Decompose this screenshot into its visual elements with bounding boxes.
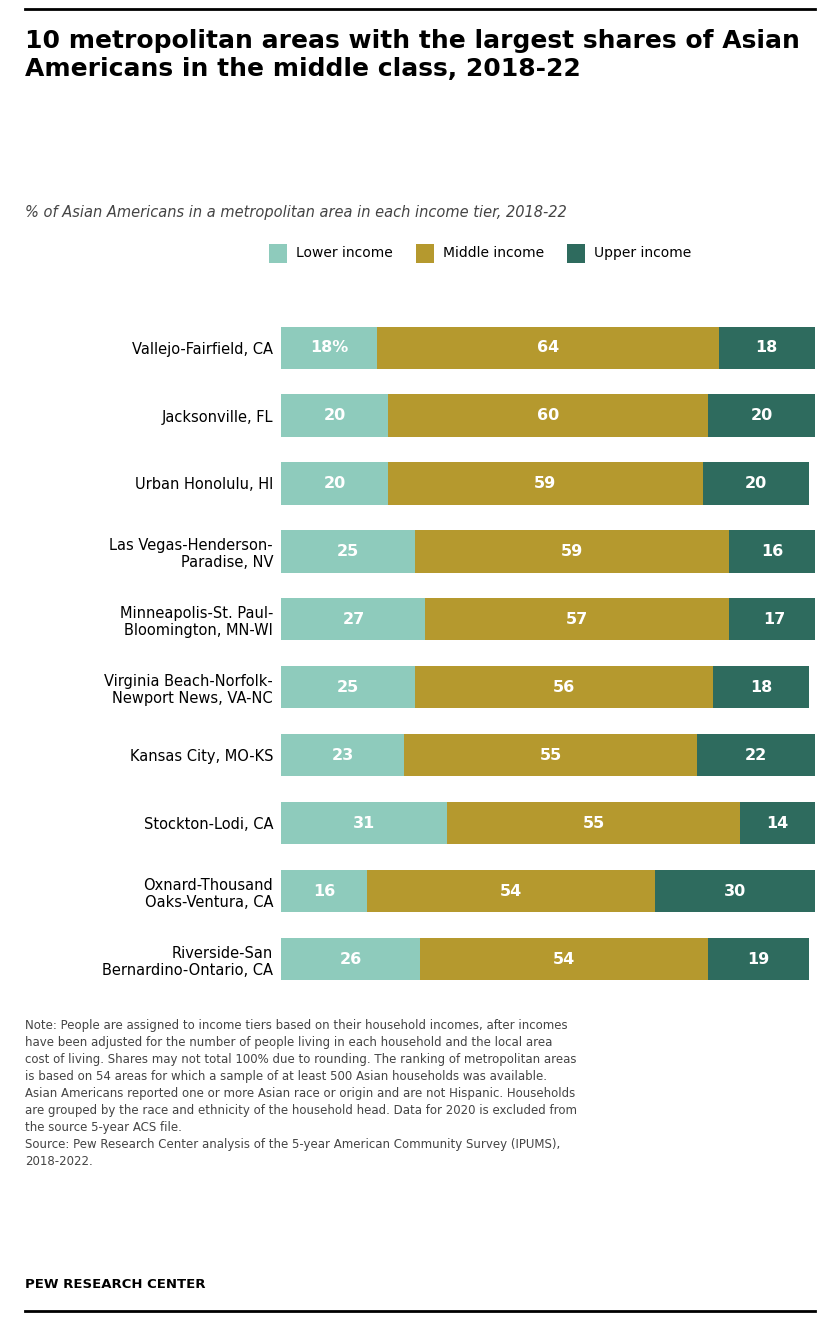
Text: 55: 55 (539, 748, 562, 763)
Bar (708, 395, 815, 437)
Bar (713, 667, 810, 709)
Text: 20: 20 (323, 477, 346, 491)
Bar (420, 939, 708, 981)
Text: 23: 23 (332, 748, 354, 763)
Bar (281, 598, 425, 640)
Text: 31: 31 (353, 816, 375, 830)
Text: 20: 20 (745, 477, 767, 491)
Bar (415, 667, 713, 709)
Bar (719, 326, 815, 368)
Bar (281, 870, 367, 912)
Text: 19: 19 (748, 952, 770, 966)
Bar (377, 326, 719, 368)
Text: PEW RESEARCH CENTER: PEW RESEARCH CENTER (25, 1278, 206, 1291)
Text: 18: 18 (750, 680, 773, 694)
Bar (655, 870, 815, 912)
Bar (729, 531, 815, 573)
Text: 20: 20 (750, 408, 773, 422)
Text: 25: 25 (337, 544, 360, 558)
Text: 20: 20 (323, 408, 346, 422)
Bar (708, 939, 810, 981)
Text: 16: 16 (761, 544, 783, 558)
Bar (447, 803, 740, 845)
Bar (281, 531, 415, 573)
Bar (415, 531, 729, 573)
Bar (281, 326, 377, 368)
Bar (281, 395, 388, 437)
Text: 59: 59 (561, 544, 583, 558)
Bar (697, 734, 815, 776)
Text: 57: 57 (566, 612, 589, 627)
Bar (367, 870, 655, 912)
Bar (425, 598, 729, 640)
Bar (388, 462, 703, 504)
Text: Lower income: Lower income (296, 247, 392, 260)
Bar (281, 667, 415, 709)
Text: 30: 30 (724, 884, 746, 899)
Bar (388, 395, 708, 437)
Text: % of Asian Americans in a metropolitan area in each income tier, 2018-22: % of Asian Americans in a metropolitan a… (25, 205, 567, 219)
Text: 56: 56 (553, 680, 575, 694)
Bar (281, 462, 388, 504)
Text: Middle income: Middle income (443, 247, 543, 260)
Text: 54: 54 (553, 952, 575, 966)
Text: Note: People are assigned to income tiers based on their household incomes, afte: Note: People are assigned to income tier… (25, 1019, 577, 1168)
Bar (740, 803, 815, 845)
Bar (729, 598, 820, 640)
Text: 18: 18 (756, 341, 778, 355)
Text: 26: 26 (339, 952, 362, 966)
Text: Upper income: Upper income (594, 247, 691, 260)
Text: 18%: 18% (310, 341, 349, 355)
Text: 10 metropolitan areas with the largest shares of Asian
Americans in the middle c: 10 metropolitan areas with the largest s… (25, 29, 800, 81)
Text: 27: 27 (342, 612, 365, 627)
Text: 16: 16 (313, 884, 335, 899)
Bar (404, 734, 697, 776)
Text: 59: 59 (534, 477, 557, 491)
Text: 55: 55 (582, 816, 605, 830)
Bar (281, 734, 404, 776)
Text: 60: 60 (537, 408, 559, 422)
Text: 54: 54 (500, 884, 522, 899)
Bar (703, 462, 810, 504)
Text: 17: 17 (764, 612, 786, 627)
Bar (281, 939, 420, 981)
Text: 22: 22 (745, 748, 767, 763)
Text: 25: 25 (337, 680, 360, 694)
Text: 64: 64 (537, 341, 559, 355)
Bar (281, 803, 447, 845)
Text: 14: 14 (766, 816, 789, 830)
